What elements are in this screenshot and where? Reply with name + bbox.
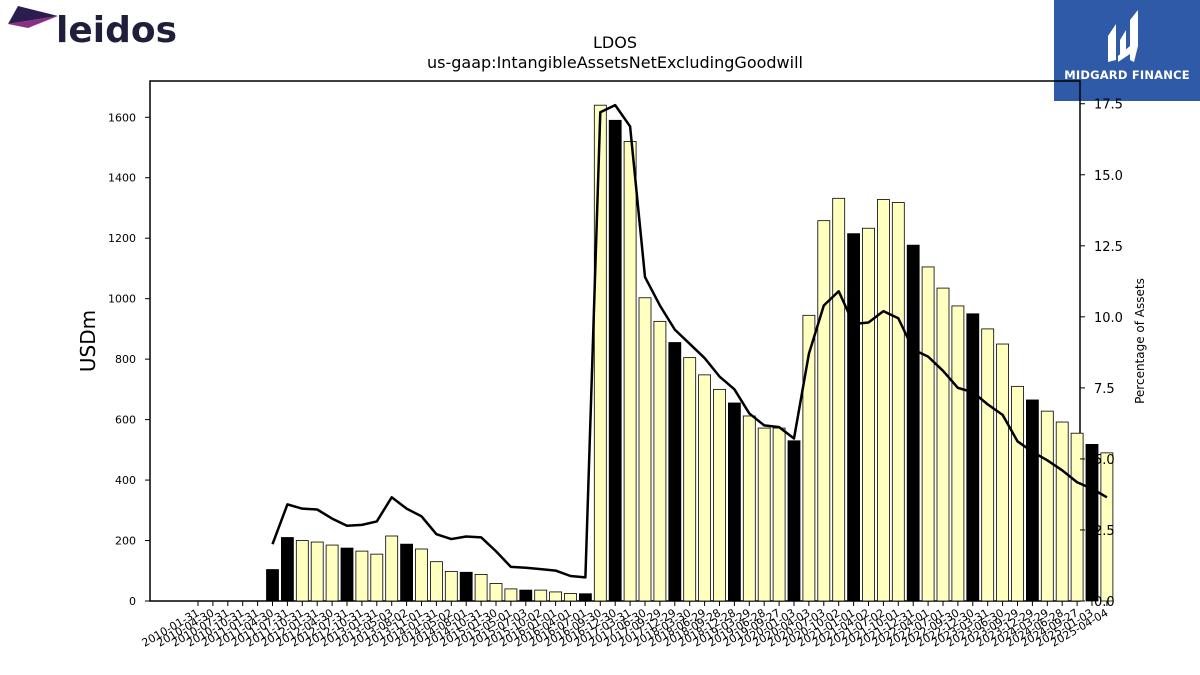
bar	[400, 543, 414, 602]
midgard-finance-logo: MIDGARD FINANCE	[1054, 0, 1200, 101]
bar	[519, 589, 533, 602]
bar	[668, 342, 682, 602]
bar	[385, 535, 399, 602]
bar	[459, 571, 473, 602]
y2-tick-label: 0.0	[1094, 595, 1115, 610]
y2-tick-label: 2.5	[1094, 524, 1115, 539]
bar	[713, 388, 726, 602]
bar	[608, 119, 622, 602]
y-tick-label: 1000	[108, 293, 136, 306]
bar	[1070, 432, 1084, 602]
y2-tick-label: 12.5	[1094, 240, 1123, 255]
bar	[266, 569, 279, 602]
y-tick-label: 0	[129, 595, 136, 608]
bar	[579, 593, 592, 602]
bar	[728, 402, 741, 602]
y-tick-label: 1200	[108, 232, 136, 245]
y-tick-label: 800	[115, 353, 136, 366]
bar	[698, 374, 711, 602]
bar	[966, 313, 980, 602]
y2-tick-label: 15.0	[1094, 169, 1123, 184]
bar	[474, 573, 488, 602]
bar	[310, 541, 324, 602]
bar	[891, 202, 905, 602]
y2-tick-label: 10.0	[1094, 311, 1123, 326]
percentage-line	[271, 103, 1108, 579]
bar	[370, 553, 384, 602]
y-tick-label: 1600	[108, 111, 136, 124]
leidos-logo-mark-accent	[8, 16, 58, 28]
bar	[772, 427, 786, 602]
y-axis-label: USDm	[76, 310, 100, 372]
bar	[340, 547, 354, 602]
bar	[1011, 385, 1024, 602]
bar	[623, 141, 637, 602]
bar	[757, 427, 771, 602]
bar	[444, 570, 458, 602]
y2-tick-label: 17.5	[1094, 98, 1123, 113]
bar	[534, 589, 548, 602]
bar	[906, 244, 920, 602]
y2-tick-label: 7.5	[1094, 382, 1115, 397]
bar	[683, 357, 697, 602]
bar	[862, 227, 875, 602]
bar	[996, 343, 1009, 602]
bar	[549, 591, 562, 602]
y-tick-label: 600	[115, 414, 136, 427]
bar	[325, 544, 339, 602]
midgard-mark-icon	[1108, 10, 1138, 62]
bar	[1055, 421, 1069, 602]
plot-area: 0 200 400 600 800 1000 1200 1400 1600 0.0 2.5 5.0 7.…	[108, 80, 1123, 650]
bar	[295, 540, 309, 602]
midgard-finance-logo-text: MIDGARD FINANCE	[1064, 68, 1190, 82]
bar	[742, 415, 756, 602]
chart-subtitle: us-gaap:IntangibleAssetsNetExcludingGood…	[427, 53, 803, 72]
leidos-logo: leidos	[6, 4, 177, 51]
bar	[415, 548, 428, 602]
bar	[951, 305, 965, 602]
bar	[817, 220, 831, 602]
bar	[280, 537, 294, 602]
leidos-logo-mark	[8, 6, 58, 24]
bar	[1040, 410, 1054, 602]
bar	[936, 287, 950, 602]
y-tick-label: 200	[115, 535, 136, 548]
bar	[593, 104, 607, 602]
bar	[921, 266, 935, 602]
bar	[638, 297, 652, 602]
bar	[981, 328, 995, 602]
bar	[1026, 399, 1039, 602]
chart-title: LDOS	[593, 33, 637, 52]
bar	[355, 550, 369, 602]
bar	[653, 320, 667, 602]
y-tick-label: 400	[115, 474, 136, 487]
bar	[877, 199, 890, 602]
bar	[489, 583, 503, 602]
y-tick-label: 1400	[108, 172, 136, 185]
bar	[564, 593, 577, 602]
bar	[504, 588, 518, 602]
bar	[429, 561, 443, 602]
y2-axis-label: Percentage of Assets	[1133, 278, 1147, 404]
bar	[847, 233, 860, 602]
bar	[832, 197, 846, 602]
leidos-logo-text: leidos	[56, 10, 176, 48]
y2-tick-label: 5.0	[1094, 453, 1115, 468]
bar	[787, 440, 801, 602]
